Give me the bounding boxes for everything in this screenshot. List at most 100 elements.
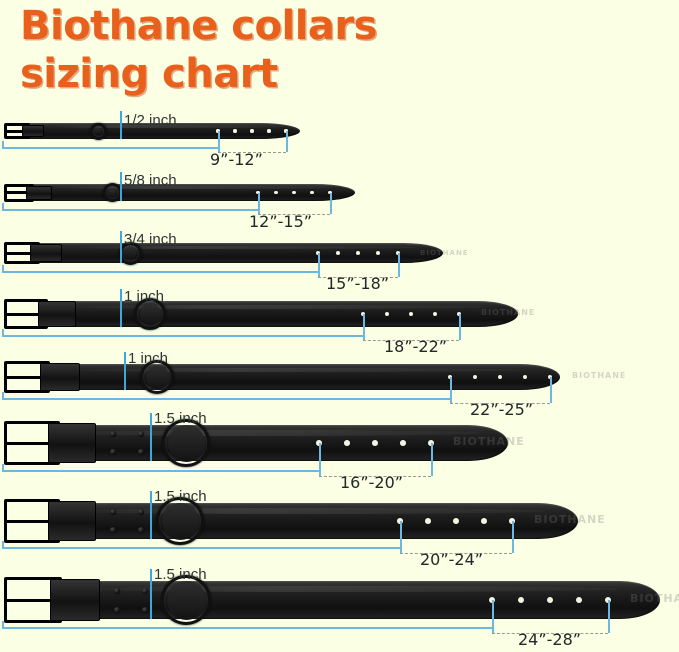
buckle-tongue <box>50 579 100 621</box>
range-leg <box>258 192 260 214</box>
strap-hole <box>274 190 278 195</box>
width-tick <box>150 569 152 619</box>
strap-hole <box>576 597 582 603</box>
range-leg <box>319 443 321 476</box>
page-title: Biothane collars sizing chart <box>20 2 660 98</box>
strap-highlight <box>39 186 335 190</box>
width-tick <box>120 111 122 139</box>
strap-hole <box>397 518 403 524</box>
strap-highlight <box>35 125 283 128</box>
buckle-tongue <box>22 125 44 137</box>
baseline-end-tick <box>2 141 4 148</box>
brand-emboss: BIOTHANE <box>453 435 525 449</box>
baseline-end-tick <box>2 464 4 471</box>
baseline-end-tick <box>2 329 4 336</box>
strap-hole <box>328 190 332 195</box>
length-baseline <box>2 547 400 549</box>
buckle-crossbar <box>4 441 60 445</box>
strap-hole <box>447 374 453 380</box>
baseline-end-tick <box>2 621 4 628</box>
strap-hole <box>489 597 495 603</box>
buckle-tongue <box>30 244 62 262</box>
brand-emboss: BIOTHANE <box>572 371 627 381</box>
buckle-crossbar <box>4 375 50 379</box>
rivet <box>110 431 116 437</box>
brand-emboss: BIOTHANE <box>420 248 469 257</box>
range-leg <box>318 253 320 277</box>
title-line-1: Biothane collars <box>20 3 377 49</box>
range-leg <box>218 131 220 152</box>
baseline-end-tick <box>2 392 4 399</box>
d-ring <box>134 298 166 330</box>
range-label: 15”-18” <box>326 274 390 293</box>
strap-hole <box>456 311 462 317</box>
strap-hole <box>522 374 528 380</box>
range-connector <box>363 340 459 341</box>
collar-strap <box>18 581 660 619</box>
strap-highlight <box>48 245 418 249</box>
d-ring-inner <box>166 580 206 620</box>
range-label: 20”-24” <box>420 550 484 569</box>
collar-strap <box>12 123 300 139</box>
range-label: 18”-22” <box>384 337 448 356</box>
collar-strap <box>12 184 355 201</box>
strap-hole <box>292 190 296 195</box>
baseline-end-tick <box>2 265 4 272</box>
strap-hole <box>428 440 434 446</box>
strap-hole <box>372 440 378 446</box>
strap-hole <box>509 518 515 524</box>
strap-hole <box>408 311 414 317</box>
width-label: 1.5 inch <box>154 488 207 505</box>
buckle-tongue <box>26 185 52 200</box>
width-tick <box>120 231 122 263</box>
rivet <box>138 431 144 437</box>
width-label: 1 inch <box>124 288 165 305</box>
buckle-crossbar <box>4 129 30 133</box>
d-ring-inner <box>145 365 169 389</box>
width-label: 5/8 inch <box>124 172 177 189</box>
strap-hole <box>376 251 380 255</box>
d-ring-inner <box>161 502 199 540</box>
width-label: 1/2 inch <box>124 112 177 129</box>
d-ring <box>161 575 211 625</box>
length-baseline <box>2 147 218 149</box>
rivet <box>142 587 148 594</box>
strap-hole <box>472 374 478 380</box>
rivet <box>114 606 120 613</box>
strap-highlight <box>59 367 528 372</box>
range-leg <box>286 131 288 152</box>
range-label: 22”-25” <box>470 400 534 419</box>
strap-hole <box>360 311 366 317</box>
length-baseline <box>2 470 319 472</box>
d-ring-inner <box>167 424 205 462</box>
strap-hole <box>547 597 553 603</box>
buckle-tongue <box>38 301 76 327</box>
rivet <box>138 527 144 533</box>
strap-highlight <box>56 304 488 309</box>
d-ring <box>162 419 210 467</box>
range-leg <box>608 600 610 633</box>
buckle-crossbar <box>4 191 34 194</box>
rivet <box>138 449 144 455</box>
baseline-end-tick <box>2 541 4 548</box>
collar-strap <box>18 503 578 539</box>
range-leg <box>512 521 514 553</box>
strap-highlight <box>69 586 622 593</box>
range-label: 24”-28” <box>518 630 582 649</box>
strap-hole <box>432 311 438 317</box>
strap-hole <box>267 129 271 133</box>
d-ring-inner <box>108 188 116 197</box>
strap-hole <box>256 190 260 195</box>
title-line-2: sizing chart <box>20 51 278 97</box>
range-connector <box>492 633 608 634</box>
range-leg <box>363 314 365 340</box>
range-connector <box>258 214 330 215</box>
range-connector <box>218 152 286 153</box>
width-tick <box>150 491 152 539</box>
brand-emboss: BIOTHANE <box>630 591 679 605</box>
brand-emboss: BIOTHANE <box>534 513 606 527</box>
width-tick <box>120 172 122 201</box>
range-leg <box>398 253 400 277</box>
width-tick <box>124 352 126 390</box>
strap-hole <box>336 251 340 255</box>
